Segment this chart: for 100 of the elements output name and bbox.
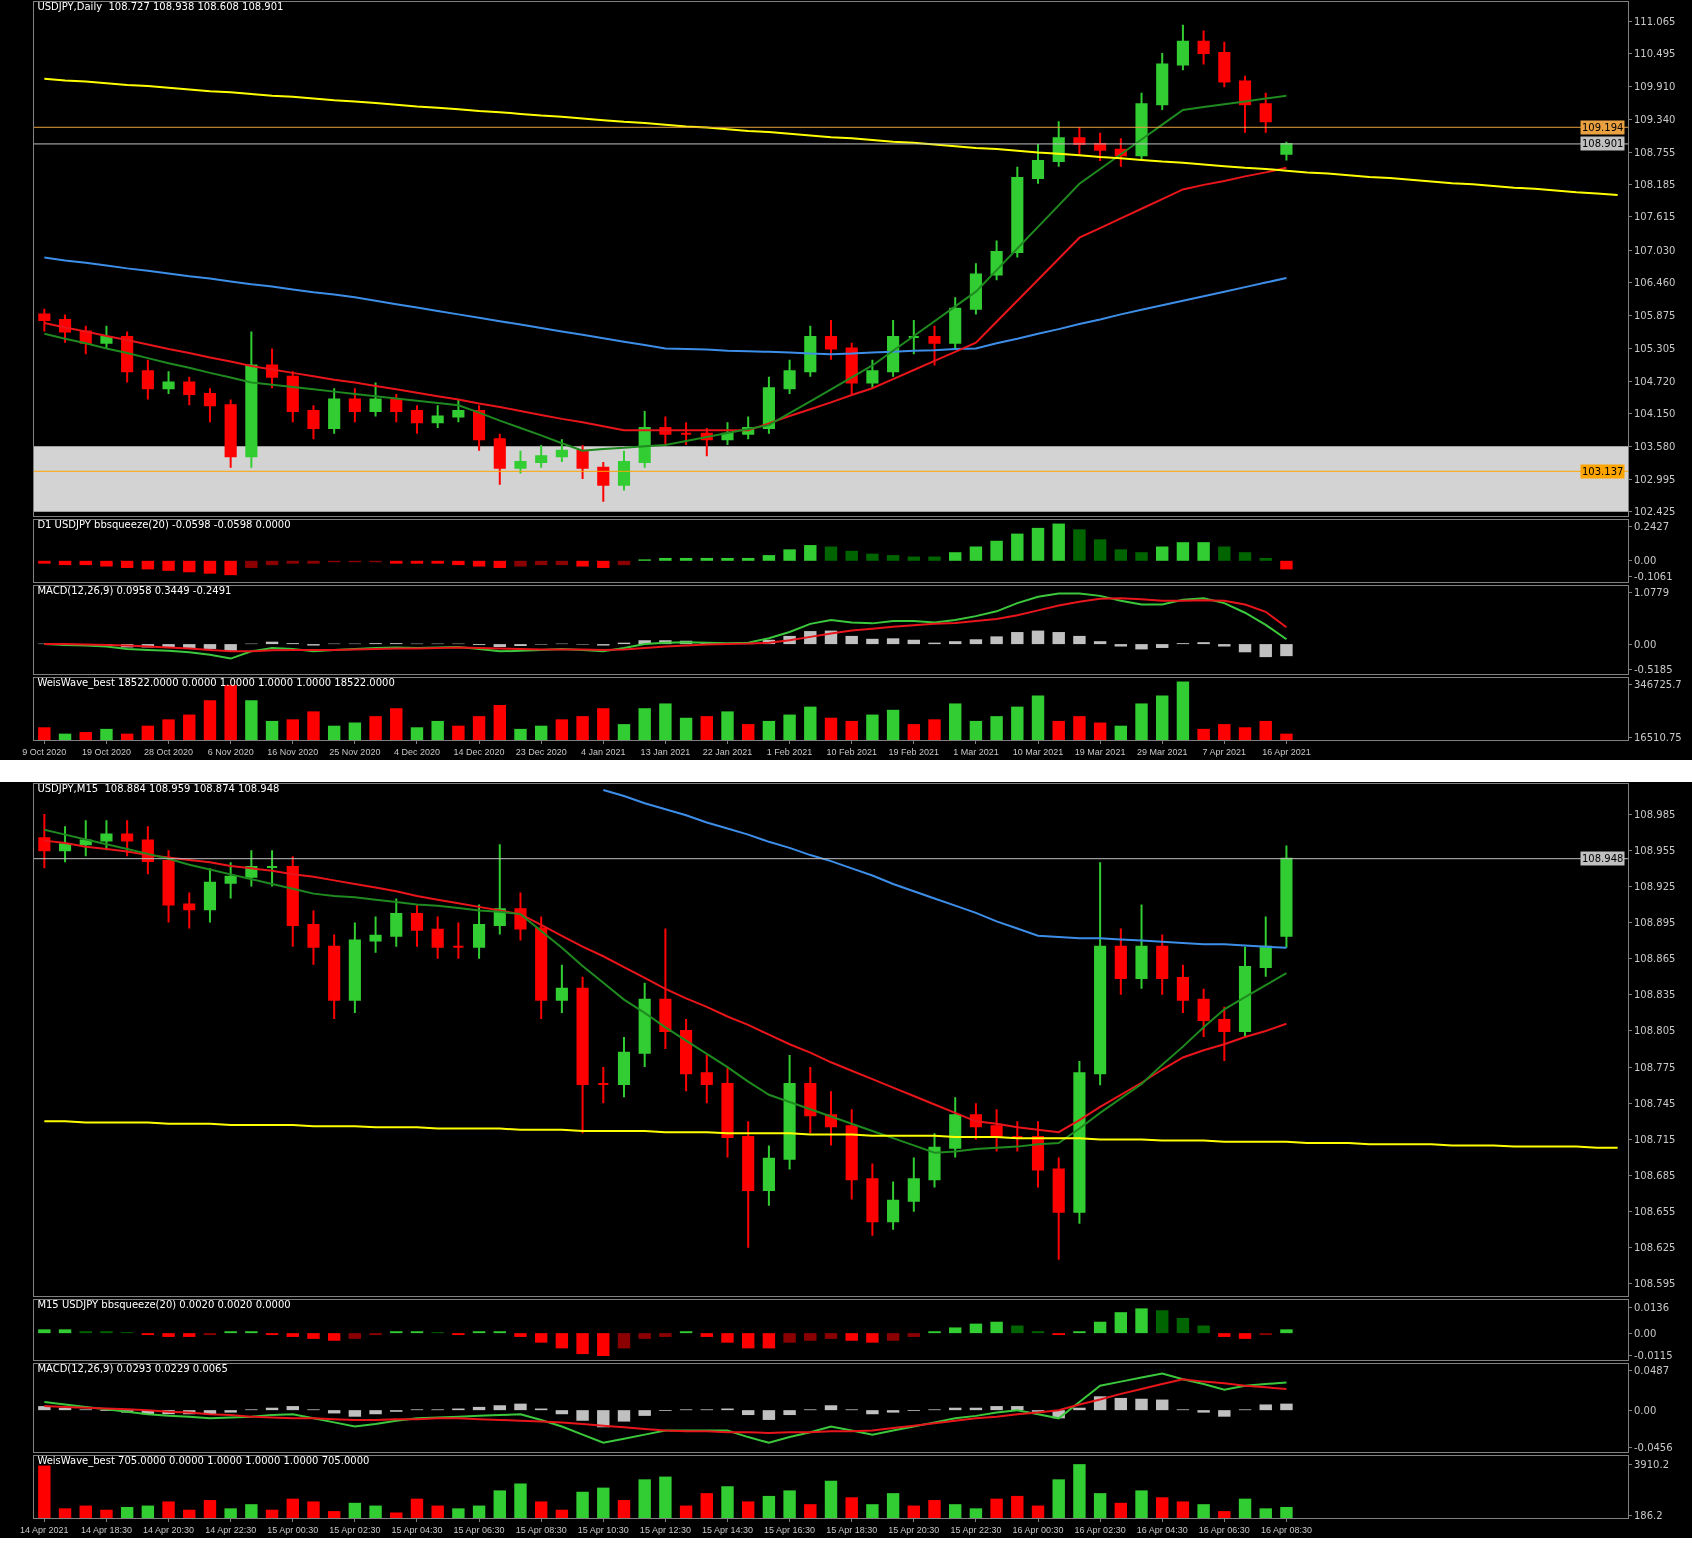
x-tick-label: 15 Apr 02:30 bbox=[329, 1524, 381, 1535]
y-tick-label: 105.875 bbox=[1634, 310, 1676, 322]
x-tick-label: 15 Apr 06:30 bbox=[453, 1524, 505, 1535]
y-tick-label: 0.0136 bbox=[1634, 1301, 1669, 1313]
x-tick-label: 15 Apr 22:30 bbox=[950, 1524, 1002, 1535]
chart-title: USDJPY,M15 108.884 108.959 108.874 108.948 bbox=[37, 783, 280, 794]
y-tick-label: 105.305 bbox=[1634, 342, 1676, 354]
x-tick-label: 16 Apr 06:30 bbox=[1198, 1524, 1250, 1535]
chart-title: MACD(12,26,9) 0.0958 0.3449 -0.2491 bbox=[37, 585, 232, 596]
x-tick-label: 10 Feb 2021 bbox=[826, 746, 877, 757]
y-tick-label: 109.340 bbox=[1634, 113, 1676, 125]
y-tick-label: 108.745 bbox=[1634, 1097, 1676, 1109]
y-tick-label: 104.150 bbox=[1634, 408, 1676, 420]
y-tick-label: 111.065 bbox=[1634, 15, 1676, 27]
x-tick-label: 7 Apr 2021 bbox=[1202, 746, 1247, 757]
x-tick-label: 15 Apr 04:30 bbox=[391, 1524, 443, 1535]
y-tick-label: 103.580 bbox=[1634, 440, 1676, 452]
y-tick-label: 110.495 bbox=[1634, 47, 1676, 59]
x-tick-label: 10 Mar 2021 bbox=[1012, 746, 1064, 757]
y-tick-label: 108.955 bbox=[1634, 844, 1676, 856]
y-tick-label: 108.655 bbox=[1634, 1206, 1676, 1218]
y-tick-label: 3910.2 bbox=[1634, 1458, 1669, 1470]
y-tick-label: 108.625 bbox=[1634, 1242, 1676, 1254]
y-tick-label: 0.00 bbox=[1634, 1327, 1657, 1339]
x-tick-label: 15 Apr 00:30 bbox=[267, 1524, 319, 1535]
y-tick-label: -0.5185 bbox=[1634, 663, 1673, 675]
x-tick-label: 14 Apr 2021 bbox=[20, 1524, 69, 1535]
y-tick-label: 1.0779 bbox=[1634, 586, 1669, 598]
x-tick-label: 9 Oct 2020 bbox=[22, 746, 67, 757]
y-tick-label: -0.0115 bbox=[1634, 1349, 1673, 1361]
chart-title: D1 USDJPY bbsqueeze(20) -0.0598 -0.0598 0.0000 bbox=[37, 519, 291, 530]
x-tick-label: 15 Apr 20:30 bbox=[888, 1524, 940, 1535]
y-tick-label: 104.720 bbox=[1634, 375, 1676, 387]
x-tick-label: 22 Jan 2021 bbox=[702, 746, 753, 757]
x-tick-label: 19 Mar 2021 bbox=[1074, 746, 1126, 757]
x-tick-label: 15 Apr 14:30 bbox=[701, 1524, 754, 1535]
y-tick-label: 108.925 bbox=[1634, 880, 1676, 892]
chart-title: USDJPY,Daily 108.727 108.938 108.608 108.901 bbox=[37, 1, 284, 12]
y-tick-label: 108.775 bbox=[1634, 1061, 1676, 1073]
x-tick-label: 29 Mar 2021 bbox=[1136, 746, 1188, 757]
y-tick-label: 107.030 bbox=[1634, 244, 1676, 256]
y-tick-label: 108.865 bbox=[1634, 953, 1676, 965]
y-tick-label: -0.1061 bbox=[1634, 570, 1673, 582]
chart-title: WeisWave_best 705.0000 0.0000 1.0000 1.0000 1.0000 705.0000 bbox=[37, 1455, 370, 1467]
x-tick-label: 15 Apr 10:30 bbox=[577, 1524, 629, 1535]
y-tick-label: 102.425 bbox=[1634, 506, 1676, 518]
x-tick-label: 1 Mar 2021 bbox=[953, 746, 999, 757]
x-tick-label: 16 Apr 08:30 bbox=[1260, 1524, 1312, 1535]
x-tick-label: 15 Apr 18:30 bbox=[826, 1524, 878, 1535]
ref-line-label: 108.901 bbox=[1582, 138, 1624, 149]
x-tick-label: 14 Dec 2020 bbox=[453, 746, 505, 757]
x-tick-label: 19 Feb 2021 bbox=[888, 746, 940, 757]
x-tick-label: 23 Dec 2020 bbox=[515, 746, 567, 757]
ref-line-label: 109.194 bbox=[1582, 122, 1624, 133]
y-tick-label: 108.715 bbox=[1634, 1133, 1676, 1145]
x-tick-label: 14 Apr 18:30 bbox=[80, 1524, 132, 1535]
x-tick-label: 14 Apr 22:30 bbox=[205, 1524, 257, 1535]
x-tick-label: 16 Apr 02:30 bbox=[1074, 1524, 1126, 1535]
x-tick-label: 4 Jan 2021 bbox=[581, 746, 626, 757]
x-tick-label: 4 Dec 2020 bbox=[393, 746, 440, 757]
x-tick-label: 25 Nov 2020 bbox=[329, 746, 381, 757]
y-tick-label: 106.460 bbox=[1634, 277, 1676, 289]
y-tick-label: 0.00 bbox=[1634, 555, 1657, 567]
x-tick-label: 15 Apr 16:30 bbox=[764, 1524, 816, 1535]
y-tick-label: 109.910 bbox=[1634, 81, 1676, 93]
x-tick-label: 15 Apr 08:30 bbox=[515, 1524, 567, 1535]
x-tick-label: 6 Nov 2020 bbox=[207, 746, 254, 757]
y-tick-label: 0.00 bbox=[1634, 638, 1657, 650]
y-tick-label: 186.2 bbox=[1634, 1509, 1663, 1521]
chart-title: WeisWave_best 18522.0000 0.0000 1.0000 1.0000 1.0000 18522.0000 bbox=[37, 677, 395, 689]
chart-title: M15 USDJPY bbsqueeze(20) 0.0020 0.0020 0.0000 bbox=[37, 1299, 291, 1310]
y-tick-label: 108.805 bbox=[1634, 1025, 1676, 1037]
y-tick-label: 0.2427 bbox=[1634, 520, 1669, 532]
y-tick-label: 108.835 bbox=[1634, 989, 1676, 1001]
x-tick-label: 13 Jan 2021 bbox=[640, 746, 691, 757]
x-tick-label: 28 Oct 2020 bbox=[144, 746, 194, 757]
y-tick-label: 108.595 bbox=[1634, 1278, 1676, 1290]
y-tick-label: 102.995 bbox=[1634, 473, 1676, 485]
y-tick-label: 108.185 bbox=[1634, 179, 1676, 191]
x-tick-label: 1 Feb 2021 bbox=[766, 746, 813, 757]
y-tick-label: -0.0456 bbox=[1634, 1441, 1673, 1453]
y-tick-label: 108.685 bbox=[1634, 1170, 1676, 1182]
y-tick-label: 108.985 bbox=[1634, 808, 1676, 820]
x-tick-label: 19 Oct 2020 bbox=[81, 746, 131, 757]
x-tick-label: 16 Nov 2020 bbox=[267, 746, 319, 757]
y-tick-label: 16510.75 bbox=[1634, 731, 1682, 743]
y-tick-label: 108.755 bbox=[1634, 146, 1676, 158]
y-tick-label: 107.615 bbox=[1634, 211, 1676, 223]
chart-title: MACD(12,26,9) 0.0293 0.0229 0.0065 bbox=[37, 1363, 228, 1374]
x-tick-label: 16 Apr 04:30 bbox=[1136, 1524, 1188, 1535]
x-tick-label: 14 Apr 20:30 bbox=[143, 1524, 195, 1535]
ref-line-label: 103.137 bbox=[1582, 466, 1624, 477]
x-tick-label: 16 Apr 2021 bbox=[1262, 746, 1311, 757]
ref-line-label: 108.948 bbox=[1582, 853, 1624, 864]
y-tick-label: 108.895 bbox=[1634, 917, 1676, 929]
y-tick-label: 0.0487 bbox=[1634, 1364, 1669, 1376]
y-tick-label: 346725.7 bbox=[1634, 679, 1682, 691]
y-tick-label: 0.00 bbox=[1634, 1404, 1657, 1416]
x-tick-label: 16 Apr 00:30 bbox=[1012, 1524, 1064, 1535]
x-tick-label: 15 Apr 12:30 bbox=[639, 1524, 691, 1535]
